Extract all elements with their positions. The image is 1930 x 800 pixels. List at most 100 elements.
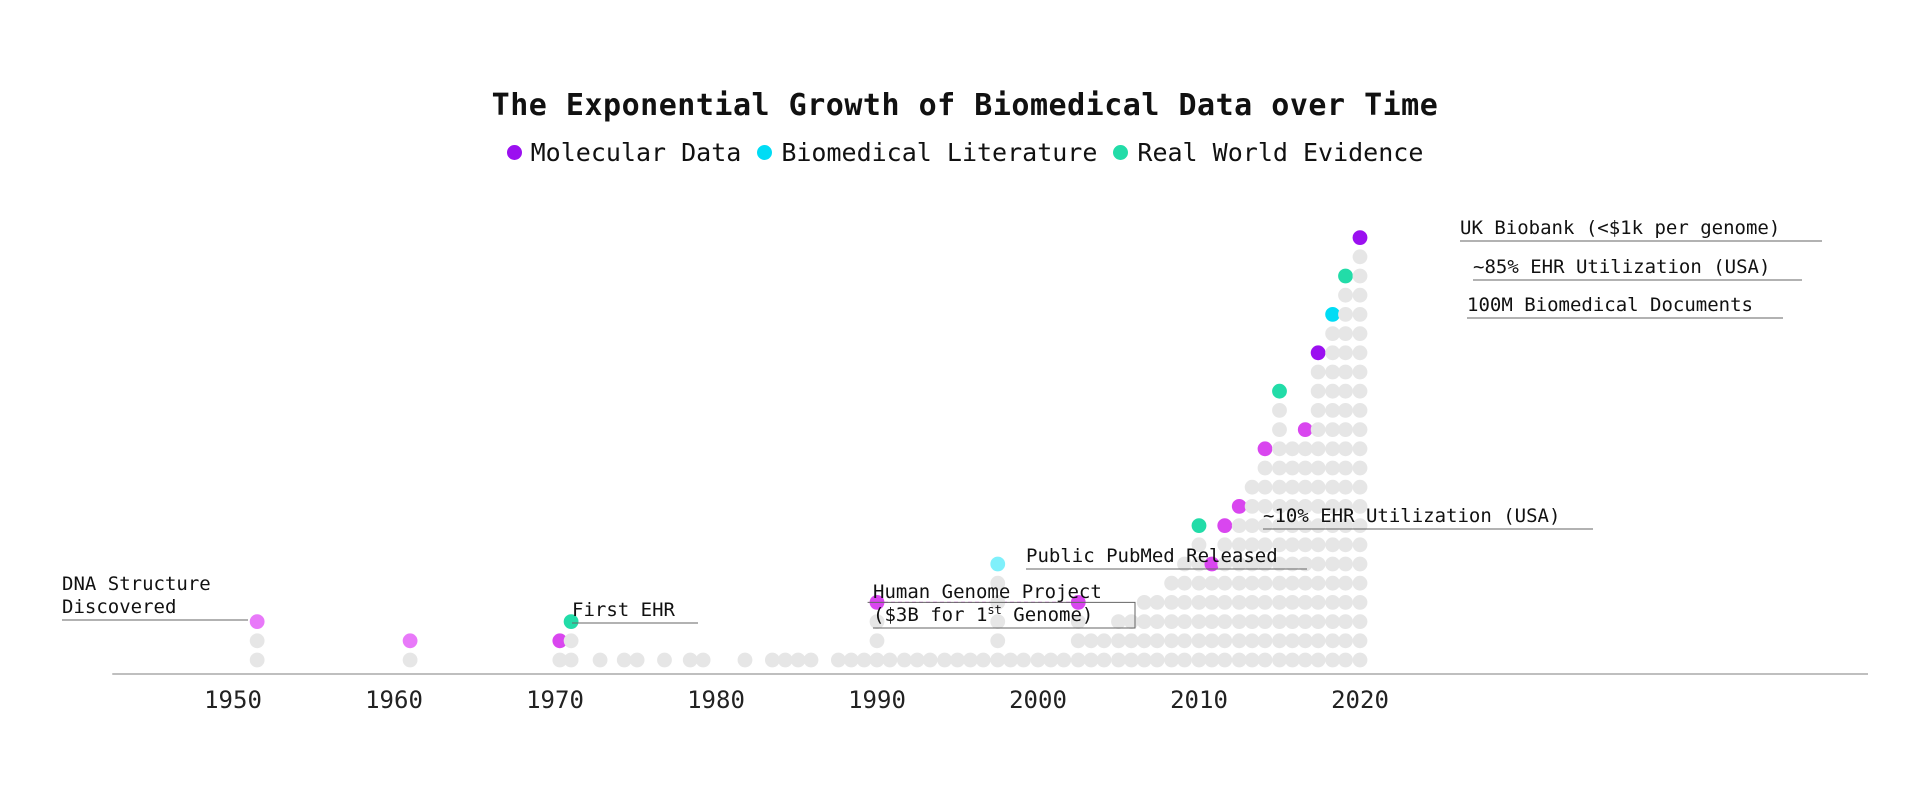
data-dot	[1272, 460, 1287, 476]
x-tick-label: 2020	[1331, 686, 1389, 714]
data-dot	[1352, 479, 1368, 495]
data-dot	[1284, 595, 1300, 610]
data-dot	[1325, 326, 1341, 341]
x-tick-label: 1990	[848, 686, 906, 714]
data-dot	[1030, 652, 1046, 668]
data-dot	[1352, 499, 1368, 514]
data-dot	[764, 652, 780, 668]
data-dot	[1352, 652, 1368, 668]
data-dot	[1083, 652, 1099, 668]
data-dot	[1338, 633, 1353, 649]
data-dot	[1272, 614, 1287, 629]
highlight-dot	[1257, 441, 1273, 457]
data-dot	[1338, 364, 1353, 380]
data-dot	[1231, 556, 1247, 572]
data-dot	[1325, 383, 1341, 399]
data-dot	[1096, 633, 1112, 649]
data-dot	[1272, 652, 1287, 668]
data-dot	[1352, 556, 1368, 572]
data-dot	[1310, 460, 1326, 476]
data-dot	[1191, 556, 1207, 572]
data-dot	[1191, 652, 1207, 668]
data-dot	[1217, 556, 1233, 572]
data-dot	[1204, 652, 1220, 668]
data-dot	[1338, 326, 1353, 341]
data-dot	[1352, 307, 1368, 322]
data-dot	[1257, 614, 1273, 629]
data-dot	[1191, 575, 1207, 591]
x-tick-label: 1950	[204, 686, 262, 714]
data-dot	[1284, 556, 1300, 572]
highlight-dot	[1272, 383, 1287, 399]
legend-dot-literature-icon	[757, 145, 773, 160]
data-dot	[682, 652, 698, 668]
data-dot	[1272, 403, 1287, 418]
data-dot	[552, 652, 568, 668]
legend-item-literature: Biomedical Literature	[757, 138, 1097, 167]
data-dot	[1297, 633, 1313, 649]
highlight-dot	[1310, 345, 1326, 361]
data-dot	[1231, 518, 1247, 533]
data-dot	[402, 652, 418, 668]
data-dot	[830, 652, 846, 668]
highlight-dot	[402, 633, 418, 649]
data-dot	[990, 633, 1006, 649]
data-dot	[1297, 499, 1313, 514]
data-dot	[1244, 499, 1260, 514]
data-dot	[1136, 614, 1152, 629]
data-dot	[1310, 556, 1326, 572]
annotation-label: Discovered	[62, 596, 176, 618]
annotation-label: First EHR	[572, 599, 676, 621]
data-dot	[1257, 556, 1273, 572]
data-dot	[1325, 537, 1341, 553]
data-dot	[1338, 307, 1353, 322]
annotation-label: Public PubMed Released	[1026, 545, 1278, 567]
annotation-label: Human Genome Project	[873, 581, 1102, 603]
data-dot	[1231, 633, 1247, 649]
data-dot	[1325, 441, 1341, 457]
legend-label-literature: Biomedical Literature	[781, 138, 1098, 167]
data-dot	[1352, 537, 1368, 553]
data-dot	[1338, 652, 1353, 668]
legend-label-rwe: Real World Evidence	[1137, 138, 1424, 167]
data-dot	[1231, 575, 1247, 591]
data-dot	[1083, 633, 1099, 649]
data-dot	[790, 652, 806, 668]
data-dot	[1272, 633, 1287, 649]
data-dot	[1257, 499, 1273, 514]
data-dot	[1338, 287, 1353, 303]
data-dot	[1352, 383, 1368, 399]
data-dot	[1325, 479, 1341, 495]
data-dot	[990, 614, 1006, 629]
data-dot	[1177, 595, 1192, 610]
data-dot	[1310, 364, 1326, 380]
data-dot	[1111, 614, 1126, 629]
data-dot	[1217, 652, 1233, 668]
data-dot	[1231, 537, 1247, 553]
data-dot	[1244, 652, 1260, 668]
data-dot	[990, 652, 1006, 668]
data-dot	[629, 652, 645, 668]
data-dot	[1284, 537, 1300, 553]
data-dot	[1297, 460, 1313, 476]
data-dot	[950, 652, 965, 668]
data-dot	[1204, 614, 1220, 629]
data-dot	[1338, 383, 1353, 399]
data-dot	[1352, 345, 1368, 361]
data-dot	[1123, 652, 1139, 668]
data-dot	[1257, 595, 1273, 610]
highlight-dot	[552, 633, 568, 649]
data-dot	[1272, 575, 1287, 591]
data-dot	[1164, 595, 1180, 610]
data-dot	[1352, 249, 1368, 265]
data-dot	[1297, 537, 1313, 553]
data-dot	[249, 652, 265, 668]
data-dot	[1149, 652, 1165, 668]
data-dot	[1272, 441, 1287, 457]
data-dot	[1123, 614, 1139, 629]
data-dot	[1217, 633, 1233, 649]
data-dot	[1325, 422, 1341, 437]
data-dot	[1164, 614, 1180, 629]
data-dot	[1272, 556, 1287, 572]
